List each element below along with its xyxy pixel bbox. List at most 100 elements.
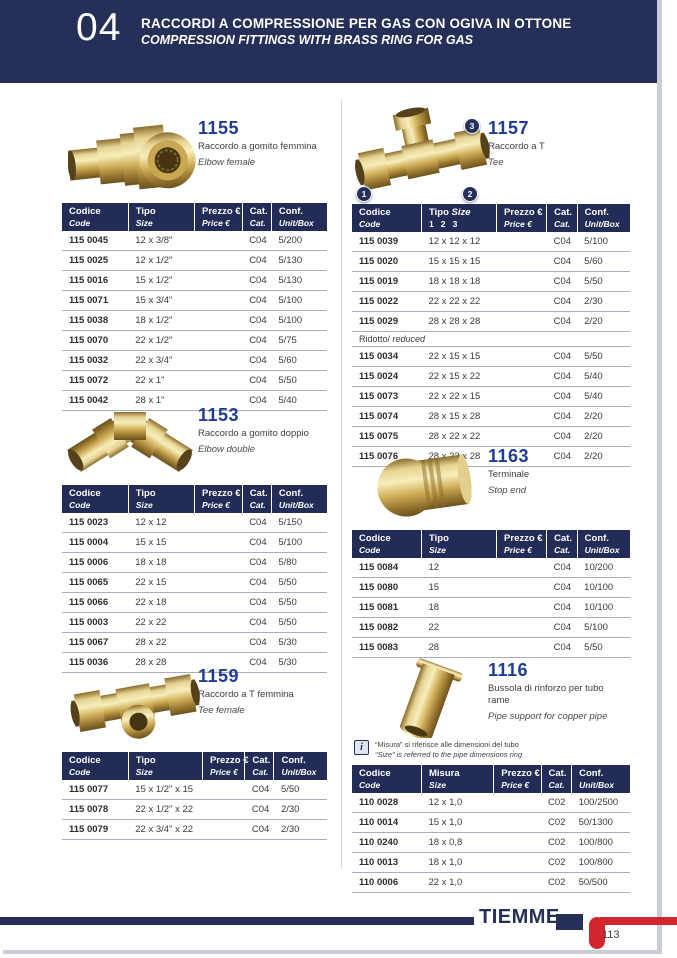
product-number: 1157 — [488, 118, 530, 138]
table-row: 115 0083 28 C04 5/50 — [352, 637, 630, 658]
table-row: 115 0004 15 x 15 C04 5/100 — [62, 532, 327, 553]
code-cell: 115 0036 — [62, 652, 129, 673]
column-header: Codice Code — [62, 485, 129, 513]
price-cell — [493, 793, 542, 813]
size-cell: 15 x 15 x 15 — [421, 251, 497, 272]
conf-cell: 5/50 — [271, 612, 327, 633]
conf-cell: 5/200 — [271, 231, 327, 251]
price-cell — [194, 330, 243, 351]
table-header-row: Codice Code Tipo Size 1 2 3 Prezzo € Price € C… — [352, 204, 630, 232]
cat-cell: C04 — [546, 597, 578, 618]
table-row: 110 0014 15 x 1,0 C02 50/1300 — [352, 812, 630, 833]
price-cell — [194, 310, 243, 331]
price-cell — [496, 426, 547, 447]
page-shadow-bottom — [3, 950, 662, 954]
price-cell — [194, 572, 243, 593]
code-cell: 115 0034 — [352, 346, 422, 367]
size-cell: 22 x 15 x 15 — [421, 346, 497, 367]
code-cell: 115 0025 — [62, 250, 129, 271]
size-cell: 28 x 15 x 28 — [421, 406, 497, 427]
size-cell: 22 x 18 — [128, 592, 195, 613]
column-header: Conf. Unit/Box — [270, 203, 327, 231]
code-cell: 110 0013 — [352, 852, 422, 873]
size-cell: 22 x 15 x 22 — [421, 366, 497, 387]
conf-cell: 5/50 — [577, 271, 630, 292]
size-cell: 22 — [421, 617, 497, 638]
code-cell: 115 0019 — [352, 271, 422, 292]
price-cell — [194, 290, 243, 311]
column-divider — [341, 100, 342, 868]
column-header: Tipo Size — [127, 203, 195, 231]
page-title-italian: RACCORDI A COMPRESSIONE PER GAS CON OGIV… — [141, 16, 572, 31]
conf-cell: 100/2500 — [571, 793, 630, 813]
column-header: Tipo Size — [127, 752, 203, 780]
conf-cell: 5/40 — [577, 366, 630, 387]
column-header: Prezzo € Price € — [194, 485, 243, 513]
conf-cell: 5/40 — [577, 386, 630, 407]
conf-cell: 5/30 — [271, 652, 327, 673]
price-cell — [493, 832, 542, 853]
product-section-1159: 1159 Raccordo a T femmina Tee female Cod… — [62, 652, 327, 840]
size-cell: 28 x 28 x 28 — [421, 311, 497, 332]
column-header: Conf. Unit/Box — [576, 204, 630, 232]
column-header: Codice Code — [352, 530, 422, 558]
cat-cell: C04 — [242, 231, 272, 251]
table-row: 115 0003 22 x 22 C04 5/50 — [62, 612, 327, 633]
size-cell: 22 x 15 — [128, 572, 195, 593]
cat-cell: C04 — [546, 271, 578, 292]
chapter-number: 04 — [76, 6, 122, 49]
code-cell: 115 0078 — [62, 799, 129, 820]
column-header: Codice Code — [62, 203, 129, 231]
size-cell: 28 — [421, 637, 497, 658]
size-cell: 15 — [421, 577, 497, 598]
price-cell — [194, 513, 243, 533]
table-row: 115 0006 18 x 18 C04 5/80 — [62, 552, 327, 573]
code-cell: 115 0077 — [62, 780, 129, 800]
cat-cell: C04 — [546, 577, 578, 598]
column-header: Cat. Cat. — [241, 203, 272, 231]
size-cell: 15 x 3/4" — [128, 290, 195, 311]
cat-cell: C04 — [546, 232, 578, 252]
cat-cell: C04 — [242, 572, 272, 593]
callout-2: 2 — [462, 186, 478, 202]
size-cell: 12 x 12 — [128, 513, 195, 533]
conf-cell: 50/1300 — [571, 812, 630, 833]
conf-cell: 5/100 — [577, 617, 630, 638]
size-cell: 18 x 18 x 18 — [421, 271, 497, 292]
table-row: 115 0036 28 x 28 C04 5/30 — [62, 652, 327, 673]
size-cell: 28 x 22 x 22 — [421, 426, 497, 447]
cat-cell: C04 — [546, 251, 578, 272]
conf-cell: 5/60 — [271, 350, 327, 371]
product-number: 1116 — [488, 660, 529, 680]
price-cell — [194, 250, 243, 271]
product-table-1159: Codice Code Tipo Size Prezzo € Price € Cat. Cat… — [62, 752, 327, 840]
callout-1: 1 — [356, 186, 372, 202]
cat-cell: C04 — [546, 291, 578, 312]
tee-female-photo — [70, 656, 200, 753]
conf-cell: 5/80 — [271, 552, 327, 573]
price-cell — [496, 597, 547, 618]
conf-cell: 10/200 — [577, 558, 630, 578]
code-cell: 115 0073 — [352, 386, 422, 407]
table-row: 115 0045 12 x 3/8" C04 5/200 — [62, 231, 327, 251]
column-header: Misura Size — [420, 765, 494, 793]
size-cell: 18 — [421, 597, 497, 618]
conf-cell: 5/100 — [271, 532, 327, 553]
table-row: 115 0081 18 C04 10/100 — [352, 597, 630, 618]
table-header-row: Codice Code Tipo Size Prezzo € Price € Cat. Cat… — [62, 203, 327, 231]
size-cell: 18 x 18 — [128, 552, 195, 573]
code-cell: 115 0020 — [352, 251, 422, 272]
price-cell — [496, 386, 547, 407]
price-cell — [194, 390, 243, 411]
cat-cell: C02 — [541, 793, 572, 813]
cat-cell: C04 — [242, 370, 272, 391]
code-cell: 115 0070 — [62, 330, 129, 351]
table-row: 115 0016 15 x 1/2" C04 5/130 — [62, 270, 327, 291]
product-number: 1155 — [198, 118, 240, 138]
cat-cell: C04 — [242, 270, 272, 291]
table-row: 115 0079 22 x 3/4" x 22 C04 2/30 — [62, 819, 327, 840]
code-cell: 115 0006 — [62, 552, 129, 573]
column-header: Prezzo € Price € — [201, 752, 248, 780]
code-cell: 115 0022 — [352, 291, 422, 312]
table-header-row: Codice Code Misura Size Prezzo € Price € Cat. C… — [352, 765, 630, 793]
